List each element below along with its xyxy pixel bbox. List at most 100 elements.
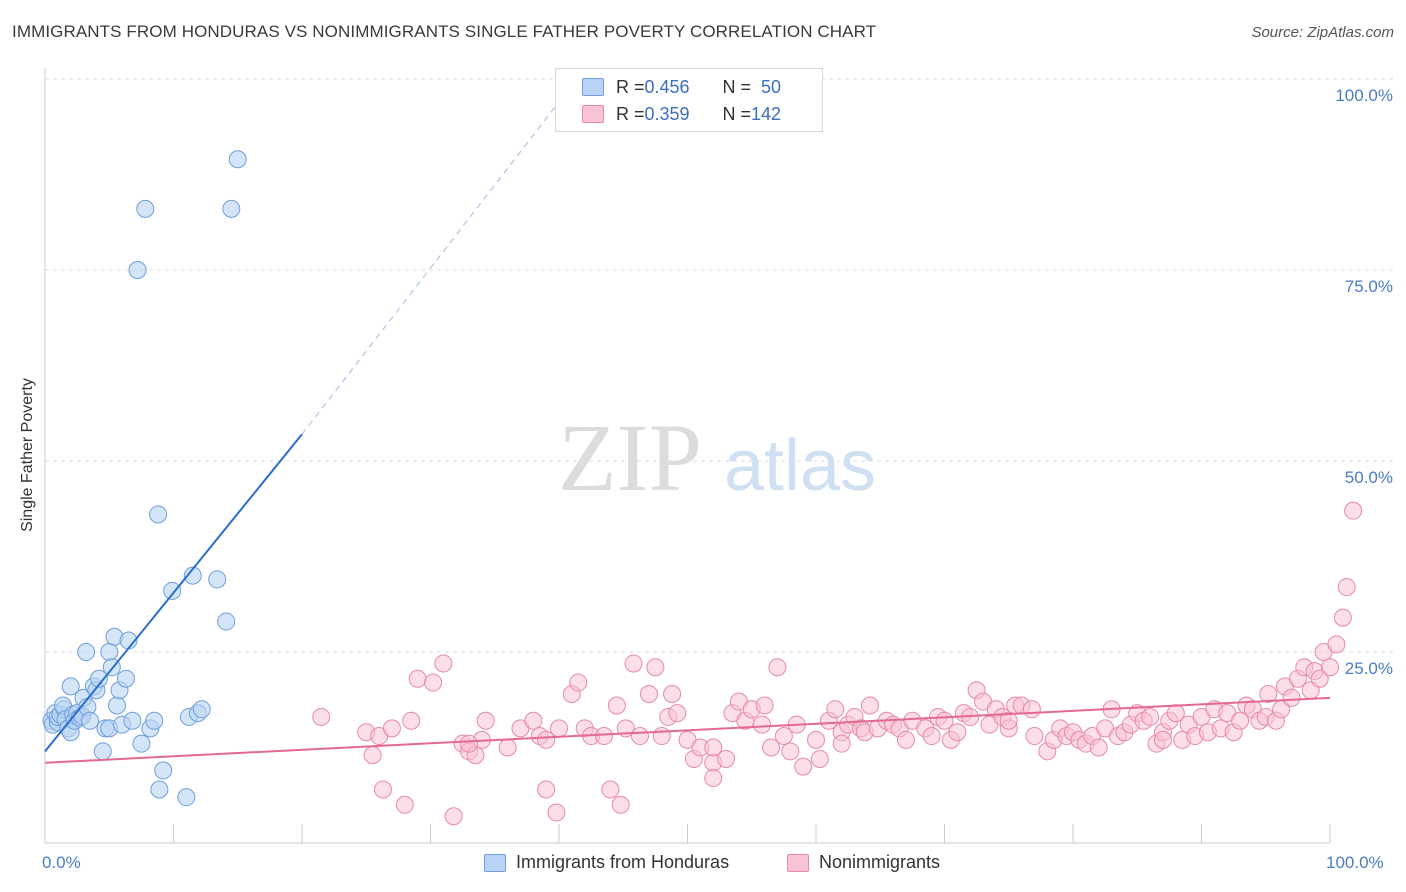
nonimmigrant-point [382,719,401,738]
nonimmigrant-point [1282,688,1301,707]
honduras-point [100,643,119,661]
honduras-trend-line [44,433,303,752]
honduras-point [222,199,241,218]
honduras-point [208,570,227,589]
nonimmigrants-points [312,501,1363,826]
nonimmigrant-point [444,807,463,826]
nonimmigrant-point [668,704,687,723]
nonimmigrant-point [1153,730,1172,749]
nonimmigrant-point [611,795,630,814]
nonimmigrant-point [408,669,427,688]
nonimmigrant-point [753,715,772,734]
honduras-point [145,711,164,730]
x-tick-label-max: 100.0% [1326,853,1384,872]
honduras-point [149,505,168,524]
legend-n-label: N = [722,76,752,97]
honduras-point [136,199,155,218]
nonimmigrant-point [537,780,556,799]
honduras-point [150,780,169,799]
y-tick-label: 100.0% [1335,86,1393,105]
nonimmigrant-point [312,707,331,726]
legend-r-value: 0.359 [644,103,690,124]
nonimmigrant-point [646,658,665,677]
bottom-legend-nonimmigrants[interactable]: Nonimmigrants [787,852,940,873]
honduras-point [123,711,142,730]
nonimmigrant-point [424,673,443,692]
watermark-zip: ZIP [558,404,702,511]
nonimmigrants-trend-line [44,696,1331,764]
chart-title: IMMIGRANTS FROM HONDURAS VS NONIMMIGRANT… [12,22,877,41]
nonimmigrant-point [524,711,543,730]
legend-n-label: N = [722,103,752,124]
nonimmigrant-point [1025,727,1044,746]
nonimmigrant-point [663,685,682,704]
honduras-point [132,734,151,753]
honduras-point [116,669,135,688]
y-tick-label: 75.0% [1344,277,1393,296]
nonimmigrant-point [1344,501,1363,520]
honduras-point [192,700,211,719]
honduras-trend-extension [301,101,560,435]
nonimmigrant-point [630,727,649,746]
legend-n-value: 50 [761,76,782,97]
nonimmigrant-point [1089,738,1108,757]
bottom-legend-honduras[interactable]: Immigrants from Honduras [484,852,729,873]
nonimmigrant-point [755,696,774,715]
gridlines [45,78,1394,653]
honduras-point [177,788,196,807]
legend-r-label: R = [616,76,645,97]
stats-legend: R = 0.456 N = 50 R = 0.359 N = 142 [555,68,823,132]
nonimmigrant-point [652,727,671,746]
legend-swatch-pink [582,105,604,123]
nonimmigrant-point [607,696,626,715]
nonimmigrant-point [774,727,793,746]
honduras-point [93,742,112,761]
legend-swatch-blue [582,78,604,96]
nonimmigrant-point [569,673,588,692]
honduras-point [107,696,126,715]
nonimmigrant-point [434,654,453,673]
nonimmigrant-point [639,685,658,704]
nonimmigrant-point [999,711,1018,730]
nonimmigrant-point [547,803,566,822]
nonimmigrant-point [624,654,643,673]
legend-n-value: 142 [751,103,782,124]
nonimmigrant-point [781,742,800,761]
nonimmigrant-point [498,738,517,757]
nonimmigrant-point [1321,658,1339,677]
nonimmigrant-point [704,738,723,757]
honduras-point [80,711,99,730]
source-label: Source: ZipAtlas.com [1251,24,1394,41]
legend-label-honduras: Immigrants from Honduras [516,852,730,872]
legend-swatch-blue [484,853,506,872]
nonimmigrant-point [476,711,495,730]
nonimmigrant-point [1310,669,1329,688]
nonimmigrant-point [860,696,879,715]
nonimmigrant-point [826,700,845,719]
honduras-point [217,612,236,631]
nonimmigrant-point [896,730,915,749]
legend-row-nonimmigrants: R = 0.359 N = 142 [582,102,781,126]
legend-swatch-pink [787,853,809,872]
nonimmigrant-point [794,757,813,776]
honduras-point [61,677,80,696]
nonimmigrant-point [601,780,620,799]
nonimmigrant-point [1141,707,1160,726]
nonimmigrant-point [373,780,392,799]
nonimmigrant-point [717,749,736,768]
nonimmigrant-point [363,746,382,765]
nonimmigrant-point [537,730,556,749]
nonimmigrant-point [402,711,421,730]
legend-r-label: R = [616,103,645,124]
honduras-point [89,669,108,688]
nonimmigrant-point [1166,704,1185,723]
watermark: ZIP atlas [558,404,876,511]
nonimmigrant-point [807,730,825,749]
legend-label-nonimmigrants: Nonimmigrants [819,852,941,872]
nonimmigrant-point [810,749,829,768]
honduras-point [128,261,147,279]
nonimmigrant-point [704,769,723,788]
axes [44,68,1331,844]
honduras-point [163,581,182,600]
